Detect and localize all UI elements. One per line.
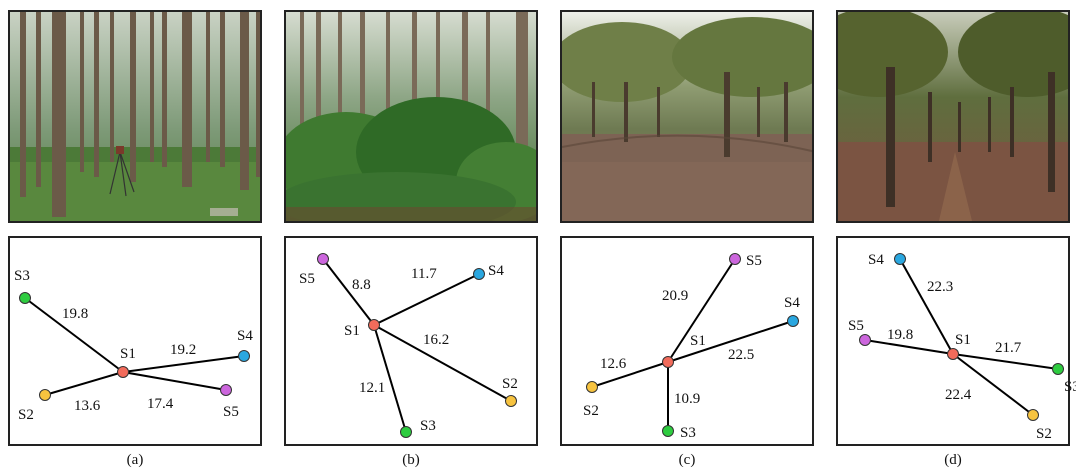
- node-s5: [729, 253, 741, 265]
- edge-label-s1-s4: 22.5: [728, 347, 754, 363]
- edge-s1-s3: [373, 324, 407, 433]
- node-s1: [117, 366, 129, 378]
- node-label-s1: S1: [690, 333, 706, 349]
- edge-label-s1-s4: 22.3: [927, 279, 953, 295]
- edge-label-s1-s3: 12.1: [359, 380, 385, 396]
- node-s5: [859, 334, 871, 346]
- node-label-s4: S4: [784, 295, 800, 311]
- edge-label-s1-s2: 12.6: [600, 356, 627, 372]
- edge-label-s1-s3: 19.8: [62, 306, 88, 322]
- node-s2: [586, 381, 598, 393]
- node-label-s2: S2: [1036, 426, 1052, 442]
- node-label-s5: S5: [223, 404, 239, 420]
- node-label-s2: S2: [18, 407, 34, 423]
- node-label-s2: S2: [502, 376, 518, 392]
- node-s3: [19, 292, 31, 304]
- edge-s1-s4: [373, 273, 480, 326]
- node-label-s3: S3: [1064, 379, 1076, 395]
- diagram-a: 19.8 19.2 13.6 17.4 S1 S3 S4 S2 S5: [8, 236, 262, 446]
- edge-label-s1-s2: 22.4: [945, 387, 972, 403]
- edge-label-s1-s2: 16.2: [423, 332, 449, 348]
- forest-photo-b: [286, 12, 536, 221]
- node-label-s4: S4: [868, 252, 884, 268]
- node-s3: [1052, 363, 1064, 375]
- node-label-s4: S4: [237, 328, 253, 344]
- edge-label-s1-s5: 17.4: [147, 396, 174, 412]
- node-s1: [662, 356, 674, 368]
- edge-label-s1-s4: 11.7: [411, 266, 437, 282]
- forest-photo-d: [838, 12, 1068, 221]
- edge-label-s1-s3: 21.7: [995, 340, 1022, 356]
- caption-c: (c): [678, 452, 696, 468]
- node-label-s3: S3: [420, 418, 436, 434]
- edge-label-s1-s3: 10.9: [674, 391, 700, 407]
- edge-s1-s2: [591, 361, 669, 388]
- network-graph-d: 22.3 19.8 21.7 22.4 S1 S4 S5 S3 S2: [848, 252, 1076, 442]
- photo-c: [560, 10, 814, 223]
- edge-s1-s3: [24, 297, 124, 373]
- node-s5: [220, 384, 232, 396]
- node-s2: [39, 389, 51, 401]
- node-label-s1: S1: [955, 332, 971, 348]
- edge-label-s1-s4: 19.2: [170, 342, 196, 358]
- node-s1: [947, 348, 959, 360]
- edge-s1-s2: [952, 353, 1034, 416]
- edge-s1-s2: [373, 324, 512, 402]
- node-s2: [1027, 409, 1039, 421]
- node-label-s3: S3: [680, 425, 696, 441]
- photo-b: [284, 10, 538, 223]
- node-s4: [787, 315, 799, 327]
- forest-photo-c: [562, 12, 812, 221]
- network-graph-c: 20.9 22.5 12.6 10.9 S1 S5 S4 S2 S3: [583, 253, 800, 441]
- edge-s1-s4: [899, 258, 954, 355]
- node-s5: [317, 253, 329, 265]
- edge-s1-s2: [44, 371, 124, 396]
- diagram-d: 22.3 19.8 21.7 22.4 S1 S4 S5 S3 S2: [836, 236, 1076, 446]
- node-label-s5: S5: [848, 318, 864, 334]
- edge-label-s1-s5: 20.9: [662, 288, 688, 304]
- network-graph-b: 8.8 11.7 16.2 12.1 S1 S5 S4 S2 S3: [299, 253, 518, 438]
- edge-s1-s4: [122, 355, 245, 373]
- node-s1: [368, 319, 380, 331]
- network-graph-a: 19.8 19.2 13.6 17.4 S1 S3 S4 S2 S5: [14, 268, 253, 423]
- node-label-s2: S2: [583, 403, 599, 419]
- edge-label-s1-s5: 19.8: [887, 327, 913, 343]
- node-label-s5: S5: [299, 271, 315, 287]
- edge-label-s1-s5: 8.8: [352, 277, 371, 293]
- edge-s1-s5: [122, 371, 227, 391]
- forest-photo-a: [10, 12, 260, 221]
- edge-s1-s5: [864, 339, 954, 355]
- node-s4: [894, 253, 906, 265]
- node-s3: [662, 425, 674, 437]
- edge-s1-s5: [667, 258, 736, 363]
- node-s4: [238, 350, 250, 362]
- node-s4: [473, 268, 485, 280]
- photo-a: [8, 10, 262, 223]
- node-label-s5: S5: [746, 253, 762, 269]
- caption-a: (a): [126, 452, 144, 468]
- edge-label-s1-s2: 13.6: [74, 398, 101, 414]
- caption-b: (b): [402, 452, 420, 468]
- edge-s1-s5: [322, 258, 375, 326]
- node-label-s4: S4: [488, 263, 504, 279]
- edge-s1-s3: [952, 353, 1059, 370]
- node-s3: [400, 426, 412, 438]
- node-label-s1: S1: [344, 323, 360, 339]
- diagram-c: 20.9 22.5 12.6 10.9 S1 S5 S4 S2 S3: [560, 236, 814, 446]
- edge-s1-s4: [667, 320, 794, 363]
- node-label-s3: S3: [14, 268, 30, 284]
- photo-d: [836, 10, 1070, 223]
- node-s2: [505, 395, 517, 407]
- diagram-b: 8.8 11.7 16.2 12.1 S1 S5 S4 S2 S3: [284, 236, 538, 446]
- node-label-s1: S1: [120, 346, 136, 362]
- caption-d: (d): [944, 452, 962, 468]
